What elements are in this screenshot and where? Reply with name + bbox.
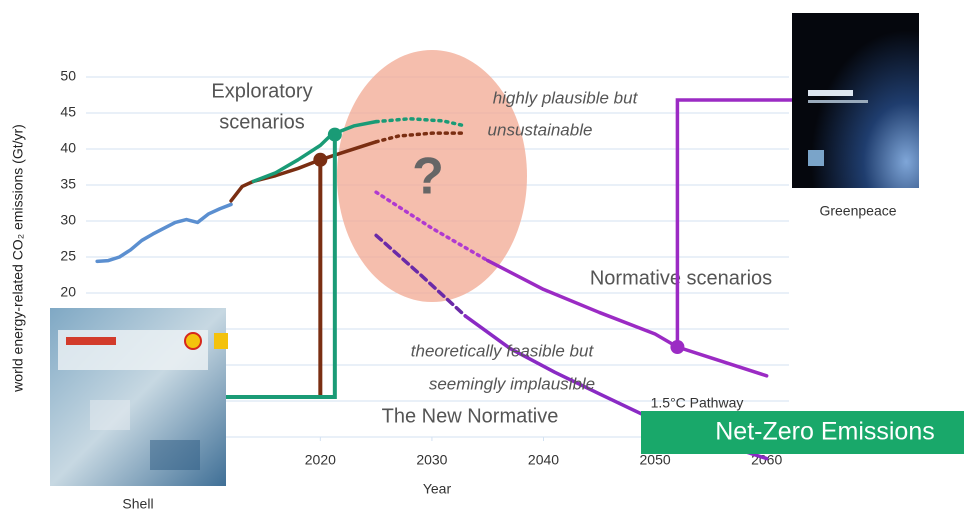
annotation: The New Normative [382,405,559,427]
y-tick-label: 40 [60,140,76,156]
annotation: scenarios [219,111,305,133]
net-zero-box [641,411,964,454]
connector [226,134,337,399]
connector [675,98,792,347]
y-tick-label: 20 [60,284,76,300]
annotation: Exploratory [211,80,312,102]
x-tick-label: 2020 [305,452,336,468]
series-line [251,119,378,184]
y-tick-label: 50 [60,68,76,84]
series-line [374,117,468,128]
series-line [374,190,490,263]
annotation: theoretically feasible but [411,341,595,360]
cover-caption: Greenpeace [819,203,896,219]
uncertainty-ellipse [337,50,527,302]
y-tick-label: 25 [60,248,76,264]
annotation: unsustainable [488,120,593,139]
annotation: highly plausible but [493,88,639,107]
series-line [374,233,468,318]
series-line [374,131,468,144]
annotation: seemingly implausible [429,374,595,393]
greenpeace-cover [792,13,919,188]
y-tick-label: 30 [60,212,76,228]
x-tick-label: 2030 [416,452,447,468]
cover-caption: Shell [122,496,153,512]
x-axis-label: Year [423,481,452,497]
x-tick-label: 2050 [640,452,671,468]
net-zero-label: Net-Zero Emissions [715,418,935,446]
series-line [95,202,233,264]
y-axis-label: world energy-related CO₂ emissions (Gt/y… [10,124,26,393]
x-tick-label: 2040 [528,452,559,468]
annotation: 1.5°C Pathway [651,395,744,411]
annotation: Normative scenarios [590,267,772,289]
shell-cover [50,308,228,486]
series-line [229,140,378,203]
question-mark: ? [412,148,444,206]
series-line [485,258,769,378]
connectors [226,98,792,399]
y-tick-label: 45 [60,104,76,120]
y-tick-label: 35 [60,176,76,192]
